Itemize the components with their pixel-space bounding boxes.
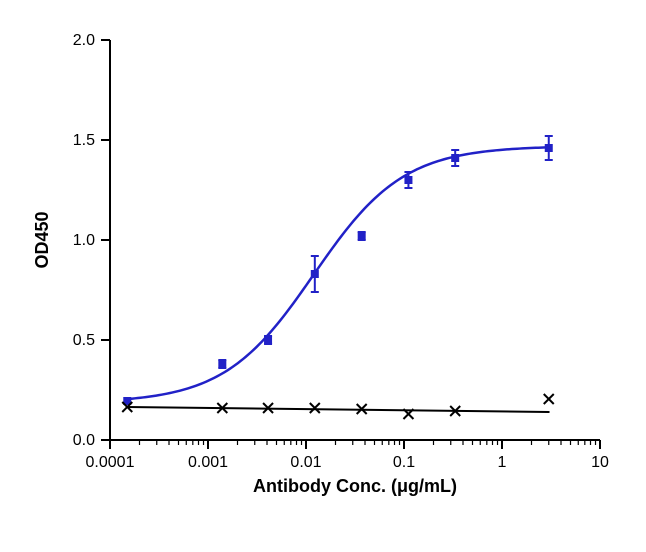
- svg-text:1: 1: [498, 454, 507, 471]
- svg-text:1.5: 1.5: [73, 132, 95, 149]
- binding-curve-chart: 0.0 0.5 1.0 1.5 2.0 0.0001 0.001 0.01 0.1 1 10 Anti…: [0, 0, 646, 552]
- svg-text:0.1: 0.1: [393, 454, 415, 471]
- svg-text:OD450: OD450: [32, 211, 52, 268]
- svg-text:0.01: 0.01: [290, 454, 321, 471]
- chart-svg: 0.0 0.5 1.0 1.5 2.0 0.0001 0.001 0.01 0.1 1 10 Anti…: [0, 0, 646, 552]
- svg-text:10: 10: [591, 454, 609, 471]
- svg-text:0.0001: 0.0001: [86, 454, 135, 471]
- svg-text:0.001: 0.001: [188, 454, 228, 471]
- svg-text:1.0: 1.0: [73, 232, 95, 249]
- svg-text:0.5: 0.5: [73, 332, 95, 349]
- svg-text:2.0: 2.0: [73, 32, 95, 49]
- svg-text:0.0: 0.0: [73, 432, 95, 449]
- svg-text:Antibody Conc. (μg/mL): Antibody Conc. (μg/mL): [253, 476, 457, 496]
